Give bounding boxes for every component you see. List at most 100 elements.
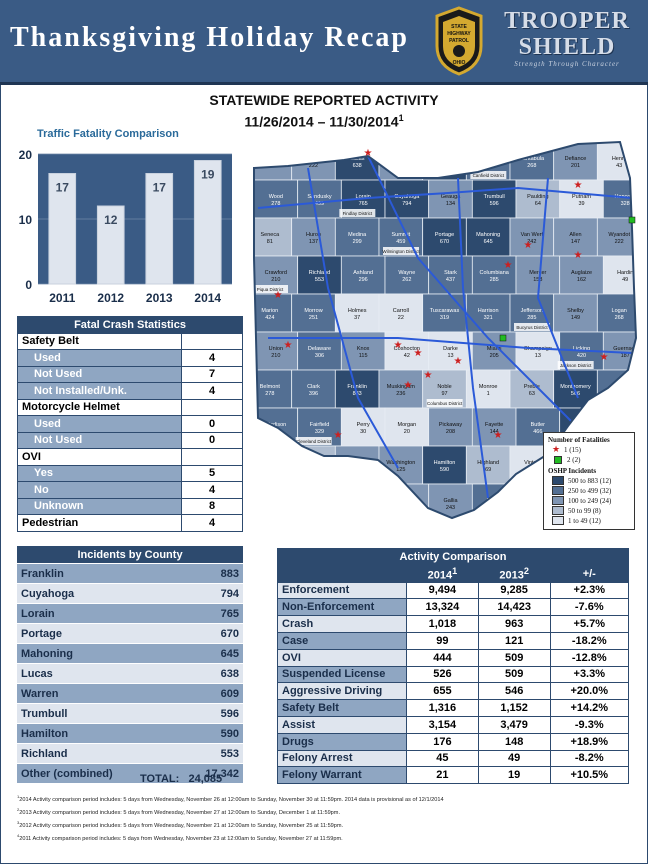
map-county-value: 97 [441,391,447,397]
activity-name: Crash [277,615,407,633]
footnote-number: 3 [17,819,20,825]
fatality-star-icon: ★ [494,430,503,441]
chart-data-label: 17 [56,181,70,195]
map-county-name: Henry [612,156,627,162]
activity-row: OVI 444 509 -12.8% [277,648,630,667]
map-county-name: Shelby [567,308,584,314]
legend-swatch [552,496,564,505]
map-county-name: Morgan [398,422,417,428]
map-county [559,179,604,219]
footnote-text: 2013 Activity comparison period includes… [19,809,341,816]
fatality-star-icon: ★ [274,290,283,301]
map-county-value: 20 [404,429,410,435]
county-value: 670 [179,623,243,644]
map-district-box [383,247,419,255]
map-county-name: Franklin [347,384,367,390]
map-county-value: 420 [577,353,586,359]
highway-patrol-badge-icon: STATE HIGHWAY PATROL OHIO [435,6,483,76]
map-county-name: Allen [569,232,581,238]
map-county-name: Ashtabula [520,156,545,162]
legend-incident-label: 500 to 883 (12) [568,476,612,485]
chart-bar [96,205,125,285]
stats-section-row: Motorcycle Helmet [17,398,243,416]
map-district-label: Canfield District [473,173,505,178]
county-value: 590 [179,723,243,744]
activity-change: -12.8% [549,648,630,667]
map-county-value: 13 [535,353,541,359]
fatal-stats-title: Fatal Crash Statistics [17,316,243,334]
map-county-name: Sandusky [307,194,331,200]
map-county [515,331,561,371]
activity-row: Drugs 176 148 +18.9% [277,732,630,751]
activity-2013: 9,285 [477,581,551,600]
activity-row: Safety Belt 1,316 1,152 +14.2% [277,699,630,717]
county-name: Mahoning [17,643,179,664]
activity-header-2013: 20132 [477,564,551,583]
map-county-value: 36 [529,467,535,473]
activity-name: Safety Belt [277,699,407,717]
header-banner: Thanksgiving Holiday Recap STATE HIGHWAY… [0,0,648,85]
activity-name: OVI [277,648,407,667]
map-county-value: 268 [615,315,624,321]
map-county [384,179,430,219]
legend-incident-label: 50 to 99 (8) [568,506,601,515]
county-row: Richland 553 [17,743,243,764]
map-county-name: Monroe [479,384,498,390]
map-county [553,217,598,257]
trooper-shield-logo: TROOPER SHIELD Strength Through Characte… [492,8,642,76]
map-county [291,369,336,409]
map-county-name: Washington [386,460,415,466]
county-name: Lucas [17,663,179,684]
activity-change: +10.5% [549,766,630,785]
activity-2013: 509 [477,665,551,684]
fatality-star-icon: ★ [394,340,403,351]
footnote: 42011 Activity comparison period include… [17,831,444,844]
map-county-value: 319 [440,315,449,321]
map-county-name: Adams [311,498,328,504]
map-county-value: 210 [271,277,280,283]
fatality-square-icon [499,334,507,342]
fatality-star-icon: ★ [404,380,413,391]
ohio-outline [253,140,638,520]
activity-change: +5.7% [549,615,630,633]
map-county-value: 645 [484,239,493,245]
ohio-county-map: Williams192Fulton222Lucas638Ottawa184Eri… [253,140,638,520]
trooper-shield-line-1: TROOPER [504,8,630,34]
map-district-box [426,399,463,407]
stats-item-label: No [17,481,182,499]
map-county-name: Putnam [572,194,591,200]
map-county-value: 396 [309,391,318,397]
map-county-value: 222 [309,163,318,169]
county-row: Franklin 883 [17,563,243,584]
activity-row: Suspended License 526 509 +3.3% [277,665,630,684]
map-county-value: 329 [315,429,324,435]
map-county-name: Summit [392,232,411,238]
activity-2013: 546 [477,682,551,701]
stats-section-row: OVI [17,448,243,466]
map-county-name: Preble [524,384,540,390]
chart-xtick-label: 2012 [97,291,124,305]
footnote-number: 4 [17,832,20,838]
map-county-name: Logan [612,308,627,314]
fatality-star-icon: ★ [334,430,343,441]
map-county-name: Butler [531,422,546,428]
badge-line-state: STATE [451,24,467,30]
fatality-star-icon: ★ [574,180,583,191]
map-county-value: 22 [398,315,404,321]
activity-2013: 1,152 [477,699,551,717]
map-district-box [470,171,507,179]
footnote-text: 2014 Activity comparison period includes… [19,796,444,803]
map-county [297,255,342,295]
map-district-label: Piqua District [257,287,284,292]
map-county-value: 268 [527,163,536,169]
chart-bar [145,173,174,285]
stats-section-label: Safety Belt [17,332,182,350]
map-county-value: 191 [353,467,362,473]
map-county-value: 39 [578,201,584,207]
county-row: Warren 609 [17,683,243,704]
chart-data-label: 19 [201,168,215,182]
map-county-name: Holmes [348,308,367,314]
map-county-name: Athens [349,460,366,466]
activity-change: -18.2% [549,631,630,650]
legend-fatal-2: 2 (2) [552,455,630,464]
